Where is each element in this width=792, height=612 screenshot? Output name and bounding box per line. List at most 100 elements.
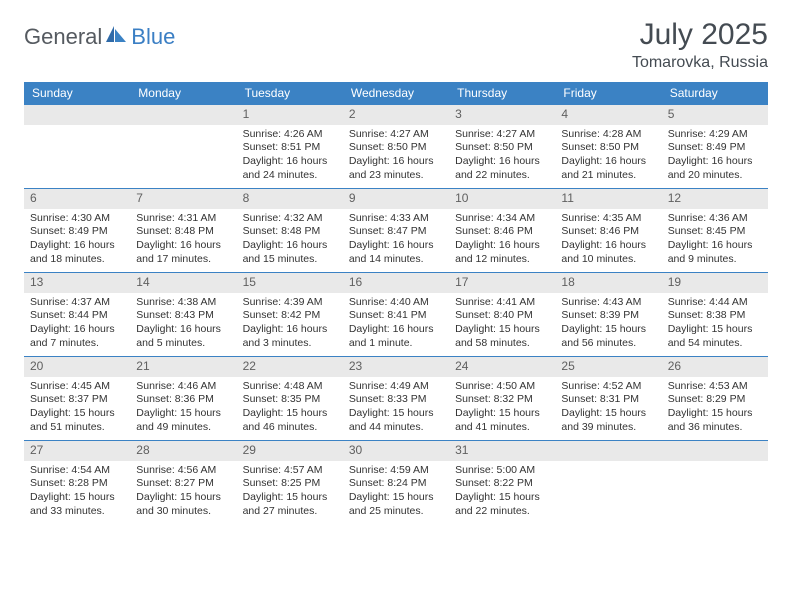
day-number xyxy=(555,440,661,461)
day-line: Sunset: 8:41 PM xyxy=(349,309,443,323)
day-line: Daylight: 15 hours xyxy=(30,491,124,505)
day-number: 15 xyxy=(237,272,343,293)
day-number: 19 xyxy=(662,272,768,293)
day-line: Daylight: 15 hours xyxy=(136,491,230,505)
calendar-day: 23Sunrise: 4:49 AMSunset: 8:33 PMDayligh… xyxy=(343,356,449,440)
day-line: and 5 minutes. xyxy=(136,337,230,351)
calendar-day: 6Sunrise: 4:30 AMSunset: 8:49 PMDaylight… xyxy=(24,188,130,272)
calendar-day: 19Sunrise: 4:44 AMSunset: 8:38 PMDayligh… xyxy=(662,272,768,356)
day-line: Sunrise: 4:59 AM xyxy=(349,464,443,478)
day-line: Sunrise: 4:33 AM xyxy=(349,212,443,226)
day-content: Sunrise: 4:39 AMSunset: 8:42 PMDaylight:… xyxy=(237,293,343,355)
page-title: July 2025 xyxy=(632,18,768,52)
calendar-day: 2Sunrise: 4:27 AMSunset: 8:50 PMDaylight… xyxy=(343,104,449,188)
day-line: Sunset: 8:40 PM xyxy=(455,309,549,323)
day-number: 7 xyxy=(130,188,236,209)
day-line: and 54 minutes. xyxy=(668,337,762,351)
calendar-day: 29Sunrise: 4:57 AMSunset: 8:25 PMDayligh… xyxy=(237,440,343,524)
day-line: Daylight: 15 hours xyxy=(455,407,549,421)
day-line: Sunrise: 4:26 AM xyxy=(243,128,337,142)
day-line: Daylight: 16 hours xyxy=(136,323,230,337)
day-line: Daylight: 16 hours xyxy=(561,155,655,169)
day-number: 8 xyxy=(237,188,343,209)
day-line: Sunset: 8:50 PM xyxy=(455,141,549,155)
day-content: Sunrise: 4:46 AMSunset: 8:36 PMDaylight:… xyxy=(130,377,236,439)
day-line: Sunset: 8:48 PM xyxy=(243,225,337,239)
day-line: and 58 minutes. xyxy=(455,337,549,351)
day-number xyxy=(662,440,768,461)
day-line: Daylight: 15 hours xyxy=(349,407,443,421)
day-content xyxy=(130,125,236,132)
calendar-week: 13Sunrise: 4:37 AMSunset: 8:44 PMDayligh… xyxy=(24,272,768,356)
day-line: Daylight: 15 hours xyxy=(455,323,549,337)
day-line: and 20 minutes. xyxy=(668,169,762,183)
day-line: Sunrise: 4:56 AM xyxy=(136,464,230,478)
day-number: 23 xyxy=(343,356,449,377)
day-line: Sunrise: 4:52 AM xyxy=(561,380,655,394)
day-line: and 33 minutes. xyxy=(30,505,124,519)
day-line: Daylight: 16 hours xyxy=(243,239,337,253)
sail-icon xyxy=(106,26,128,49)
calendar-day: 12Sunrise: 4:36 AMSunset: 8:45 PMDayligh… xyxy=(662,188,768,272)
calendar-day: 24Sunrise: 4:50 AMSunset: 8:32 PMDayligh… xyxy=(449,356,555,440)
day-content: Sunrise: 4:54 AMSunset: 8:28 PMDaylight:… xyxy=(24,461,130,523)
day-line: Sunset: 8:49 PM xyxy=(30,225,124,239)
day-line: Sunset: 8:24 PM xyxy=(349,477,443,491)
day-line: Sunrise: 4:40 AM xyxy=(349,296,443,310)
day-line: Daylight: 16 hours xyxy=(455,239,549,253)
day-content: Sunrise: 4:41 AMSunset: 8:40 PMDaylight:… xyxy=(449,293,555,355)
day-number: 26 xyxy=(662,356,768,377)
day-number: 17 xyxy=(449,272,555,293)
day-line: Sunrise: 4:45 AM xyxy=(30,380,124,394)
day-number: 16 xyxy=(343,272,449,293)
calendar-head: SundayMondayTuesdayWednesdayThursdayFrid… xyxy=(24,82,768,104)
day-content: Sunrise: 4:30 AMSunset: 8:49 PMDaylight:… xyxy=(24,209,130,271)
day-line: and 22 minutes. xyxy=(455,505,549,519)
calendar-day: 14Sunrise: 4:38 AMSunset: 8:43 PMDayligh… xyxy=(130,272,236,356)
day-number: 9 xyxy=(343,188,449,209)
day-line: Sunrise: 4:48 AM xyxy=(243,380,337,394)
day-line: Sunset: 8:36 PM xyxy=(136,393,230,407)
day-content: Sunrise: 4:26 AMSunset: 8:51 PMDaylight:… xyxy=(237,125,343,187)
day-content: Sunrise: 4:52 AMSunset: 8:31 PMDaylight:… xyxy=(555,377,661,439)
day-content: Sunrise: 4:48 AMSunset: 8:35 PMDaylight:… xyxy=(237,377,343,439)
day-content: Sunrise: 4:28 AMSunset: 8:50 PMDaylight:… xyxy=(555,125,661,187)
day-content: Sunrise: 5:00 AMSunset: 8:22 PMDaylight:… xyxy=(449,461,555,523)
day-content: Sunrise: 4:44 AMSunset: 8:38 PMDaylight:… xyxy=(662,293,768,355)
calendar-day: 22Sunrise: 4:48 AMSunset: 8:35 PMDayligh… xyxy=(237,356,343,440)
day-number: 10 xyxy=(449,188,555,209)
day-line: Daylight: 16 hours xyxy=(30,239,124,253)
day-line: and 56 minutes. xyxy=(561,337,655,351)
day-content: Sunrise: 4:27 AMSunset: 8:50 PMDaylight:… xyxy=(343,125,449,187)
day-header: Monday xyxy=(130,82,236,104)
day-line: and 17 minutes. xyxy=(136,253,230,267)
day-line: Sunrise: 4:38 AM xyxy=(136,296,230,310)
day-line: and 14 minutes. xyxy=(349,253,443,267)
day-line: Sunset: 8:29 PM xyxy=(668,393,762,407)
day-number: 28 xyxy=(130,440,236,461)
calendar-day: 20Sunrise: 4:45 AMSunset: 8:37 PMDayligh… xyxy=(24,356,130,440)
day-line: Sunrise: 4:54 AM xyxy=(30,464,124,478)
day-line: Daylight: 16 hours xyxy=(561,239,655,253)
day-number: 14 xyxy=(130,272,236,293)
calendar-day: 17Sunrise: 4:41 AMSunset: 8:40 PMDayligh… xyxy=(449,272,555,356)
day-line: and 10 minutes. xyxy=(561,253,655,267)
day-line: Daylight: 16 hours xyxy=(349,323,443,337)
day-line: Sunset: 8:35 PM xyxy=(243,393,337,407)
day-line: and 44 minutes. xyxy=(349,421,443,435)
day-line: Sunrise: 5:00 AM xyxy=(455,464,549,478)
day-content xyxy=(555,461,661,468)
day-line: Sunset: 8:22 PM xyxy=(455,477,549,491)
day-line: Sunrise: 4:27 AM xyxy=(349,128,443,142)
day-line: Daylight: 15 hours xyxy=(455,491,549,505)
day-line: and 41 minutes. xyxy=(455,421,549,435)
day-line: Sunrise: 4:31 AM xyxy=(136,212,230,226)
day-header: Tuesday xyxy=(237,82,343,104)
day-header: Saturday xyxy=(662,82,768,104)
day-content: Sunrise: 4:34 AMSunset: 8:46 PMDaylight:… xyxy=(449,209,555,271)
calendar-day: 10Sunrise: 4:34 AMSunset: 8:46 PMDayligh… xyxy=(449,188,555,272)
day-content: Sunrise: 4:49 AMSunset: 8:33 PMDaylight:… xyxy=(343,377,449,439)
day-number: 5 xyxy=(662,104,768,125)
calendar-day: 27Sunrise: 4:54 AMSunset: 8:28 PMDayligh… xyxy=(24,440,130,524)
day-line: Sunset: 8:32 PM xyxy=(455,393,549,407)
